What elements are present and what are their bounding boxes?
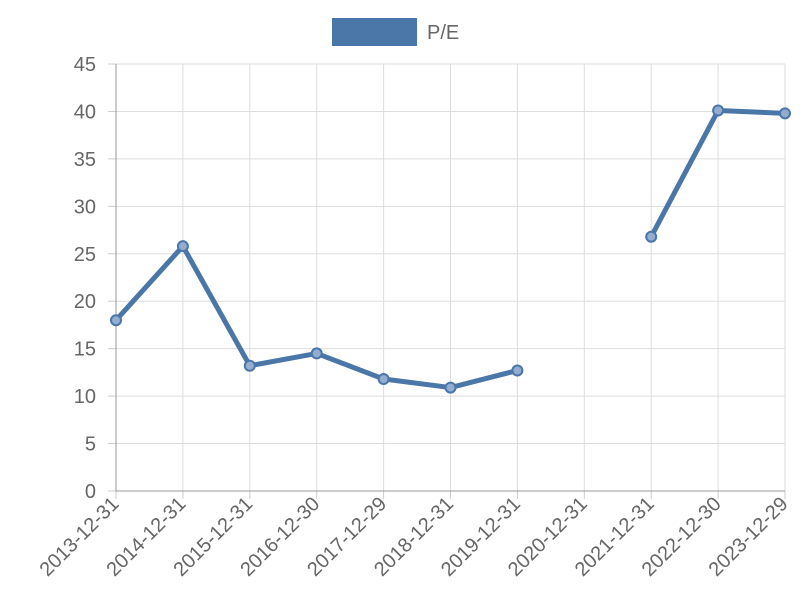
y-tick-label: 35 (74, 149, 96, 171)
y-tick-label: 5 (85, 434, 96, 456)
point (176, 240, 189, 253)
y-tick-label: 10 (74, 386, 96, 408)
y-tick-label: 40 (74, 101, 96, 123)
point (444, 381, 457, 394)
point (779, 107, 791, 120)
legend-swatch (332, 18, 417, 46)
point (243, 359, 256, 372)
y-tick-label: 15 (74, 339, 96, 361)
point (712, 104, 725, 117)
point (310, 347, 323, 360)
y-tick-label: 30 (74, 196, 96, 218)
y-tick-label: 25 (74, 244, 96, 266)
point (645, 230, 658, 243)
y-tick-label: 45 (74, 54, 96, 76)
y-tick-label: 20 (74, 291, 96, 313)
point (377, 373, 390, 386)
legend-label: P/E (427, 22, 459, 44)
y-tick-label: 0 (85, 481, 96, 503)
point (511, 364, 524, 377)
point (110, 314, 122, 327)
